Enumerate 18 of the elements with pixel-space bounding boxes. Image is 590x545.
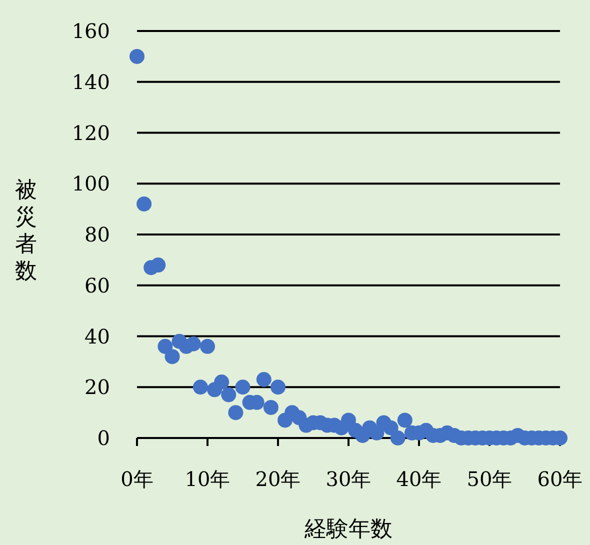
- x-axis-title: 経験年数: [304, 517, 392, 542]
- x-tick-label: 10年: [184, 467, 230, 491]
- x-tick-label: 40年: [396, 467, 442, 491]
- y-tick-label: 0: [97, 426, 110, 450]
- y-tick-label: 120: [72, 120, 110, 145]
- y-tick-label: 80: [84, 222, 110, 246]
- y-tick-label: 160: [72, 19, 110, 43]
- y-tick-label: 100: [72, 172, 110, 196]
- y-tick-label: 140: [72, 70, 110, 94]
- y-tick-label: 20: [84, 375, 110, 400]
- x-tick-label: 30年: [326, 467, 372, 491]
- y-axis-title: 被災者数: [15, 178, 37, 284]
- y-tick-label: 60: [84, 273, 110, 298]
- y-tick-label: 40: [84, 324, 110, 348]
- x-tick-label: 0年: [120, 467, 154, 491]
- x-tick-label: 50年: [466, 467, 512, 491]
- x-tick-label: 20年: [255, 467, 301, 491]
- x-tick-label: 60年: [537, 467, 583, 491]
